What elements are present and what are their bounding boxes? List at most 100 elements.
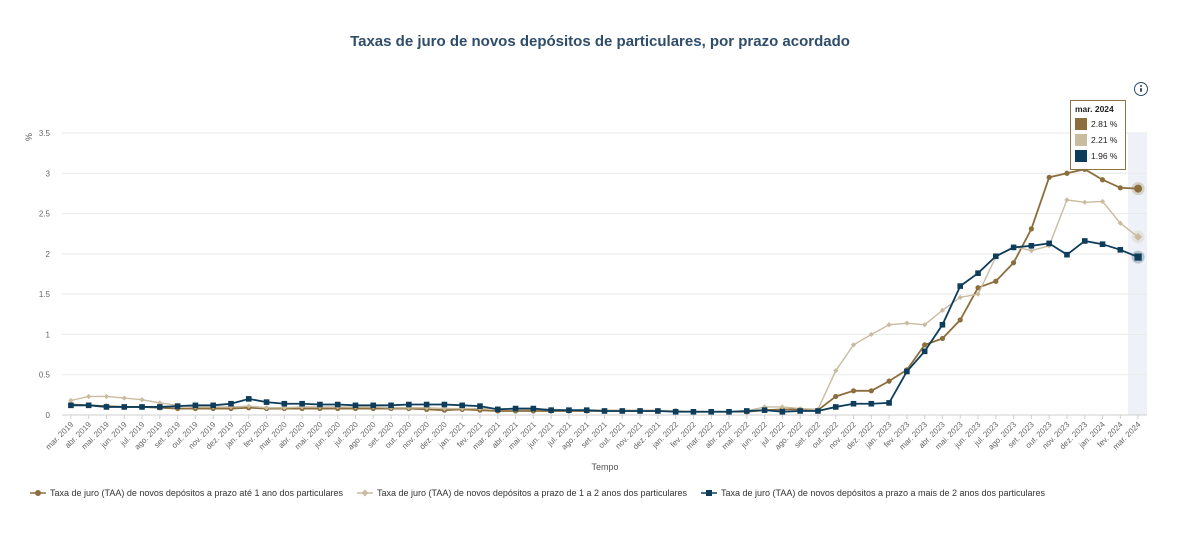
data-point[interactable] [566,407,572,413]
data-point[interactable] [548,407,554,413]
data-point[interactable] [1028,243,1035,249]
data-point[interactable] [103,404,110,410]
data-point[interactable] [228,400,234,407]
data-point[interactable] [370,402,377,409]
data-point[interactable] [957,283,964,289]
data-point[interactable] [121,395,127,401]
data-point[interactable] [423,401,430,408]
data-point[interactable] [743,408,750,414]
data-point[interactable] [157,404,163,410]
data-point[interactable] [655,408,661,414]
data-point[interactable] [975,291,981,297]
data-point[interactable] [459,402,466,409]
data-point[interactable] [993,278,999,284]
data-point[interactable] [406,401,412,408]
data-point[interactable] [85,402,92,409]
legend-item-series-3[interactable]: Taxa de juro (TAA) de novos depósitos a … [701,488,1045,498]
data-point[interactable] [477,403,483,409]
data-point[interactable] [68,397,74,404]
data-point[interactable] [192,402,199,409]
data-point[interactable] [299,404,305,410]
data-point[interactable] [886,322,892,328]
data-point[interactable] [459,405,465,412]
data-point[interactable] [388,402,394,409]
data-point[interactable] [228,404,234,410]
data-point[interactable] [779,404,785,410]
data-point[interactable] [299,400,305,407]
data-point[interactable] [494,406,501,413]
data-point[interactable] [886,378,892,384]
data-point[interactable] [619,408,626,414]
data-point[interactable] [868,388,874,394]
data-point[interactable] [157,400,163,406]
data-point[interactable] [1046,174,1052,180]
data-point[interactable] [1134,184,1143,193]
data-point[interactable] [939,307,946,313]
data-point[interactable] [68,402,74,409]
data-point[interactable] [174,403,181,409]
data-point[interactable] [690,408,697,415]
data-point[interactable] [832,404,839,410]
data-point[interactable] [263,405,270,411]
data-point[interactable] [139,397,145,403]
data-point[interactable] [245,396,252,402]
data-point[interactable] [921,348,928,355]
data-point[interactable] [922,342,928,348]
data-point[interactable] [406,405,412,411]
data-point[interactable] [708,408,715,415]
data-point[interactable] [601,408,608,414]
data-point[interactable] [726,408,732,415]
data-point[interactable] [1134,253,1142,261]
data-point[interactable] [1099,241,1106,247]
data-point[interactable] [797,408,803,414]
data-point[interactable] [1028,248,1034,254]
data-point[interactable] [583,407,590,413]
data-point[interactable] [1082,199,1088,205]
data-point[interactable] [1099,198,1106,205]
data-point[interactable] [922,322,928,328]
data-point[interactable] [868,331,874,338]
data-point[interactable] [939,335,946,342]
data-point[interactable] [424,405,430,411]
data-point[interactable] [868,400,875,407]
data-point[interactable] [441,401,448,408]
data-point[interactable] [1064,197,1070,203]
data-point[interactable] [993,253,999,260]
data-point[interactable] [957,294,963,300]
data-point[interactable] [1046,240,1052,247]
data-point[interactable] [904,320,910,326]
data-point[interactable] [833,393,839,400]
data-point[interactable] [512,405,519,412]
data-point[interactable] [833,368,839,374]
data-point[interactable] [1134,232,1143,241]
data-point[interactable] [210,402,216,409]
data-point[interactable] [263,399,270,405]
legend-item-series-2[interactable]: Taxa de juro (TAA) de novos depósitos a … [357,488,687,498]
data-point[interactable] [850,342,857,348]
data-point[interactable] [850,400,857,407]
data-point[interactable] [939,321,946,328]
legend-item-series-1[interactable]: Taxa de juro (TAA) de novos depósitos a … [30,488,343,498]
data-point[interactable] [1081,238,1088,244]
data-point[interactable] [281,400,288,407]
data-point[interactable] [1010,244,1017,251]
data-point[interactable] [246,403,252,409]
data-point[interactable] [530,405,537,412]
data-point[interactable] [334,401,341,408]
info-icon[interactable] [1134,82,1148,96]
data-point[interactable] [1064,251,1070,258]
data-point[interactable] [1010,260,1017,266]
data-point[interactable] [637,408,643,414]
data-point[interactable] [352,402,359,409]
data-point[interactable] [850,388,857,394]
data-point[interactable] [1117,247,1124,253]
data-point[interactable] [975,285,981,291]
data-point[interactable] [86,393,92,400]
data-point[interactable] [886,400,892,406]
data-point[interactable] [904,368,910,375]
data-point[interactable] [815,408,821,414]
data-point[interactable] [779,408,786,415]
data-point[interactable] [1099,177,1106,183]
data-point[interactable] [103,393,110,400]
data-point[interactable] [139,404,145,410]
